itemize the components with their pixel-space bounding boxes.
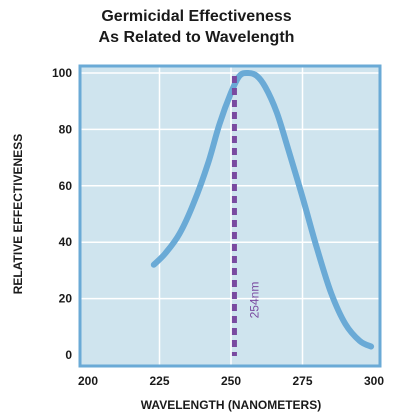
chart-title: Germicidal Effectiveness As Related to W… (0, 6, 393, 48)
y-axis-ticks: 0 20 40 60 80 100 (52, 66, 72, 362)
chart-title-line-2: As Related to Wavelength (98, 29, 295, 46)
y-tick-label: 40 (59, 235, 73, 249)
y-tick-label: 0 (65, 348, 72, 362)
y-tick-label: 20 (59, 292, 73, 306)
x-tick-label: 275 (292, 374, 312, 388)
y-tick-label: 60 (59, 179, 73, 193)
x-axis-ticks: 200 225 250 275 300 (78, 374, 384, 388)
y-axis-label: RELATIVE EFFECTIVENESS (11, 134, 25, 294)
chart-title-line-1: Germicidal Effectiveness (101, 8, 292, 25)
gridlines (80, 66, 380, 366)
wavelength-marker-label: 254nm (247, 282, 261, 319)
x-tick-label: 300 (364, 374, 384, 388)
plot-frame (78, 64, 382, 368)
plot-area (80, 66, 380, 366)
x-tick-label: 200 (78, 374, 98, 388)
y-tick-label: 100 (52, 66, 72, 80)
x-tick-label: 250 (221, 374, 241, 388)
x-tick-label: 225 (149, 374, 169, 388)
series-line (150, 69, 375, 350)
x-axis-label: WAVELENGTH (NANOMETERS) (141, 398, 321, 412)
y-tick-label: 80 (59, 122, 73, 136)
